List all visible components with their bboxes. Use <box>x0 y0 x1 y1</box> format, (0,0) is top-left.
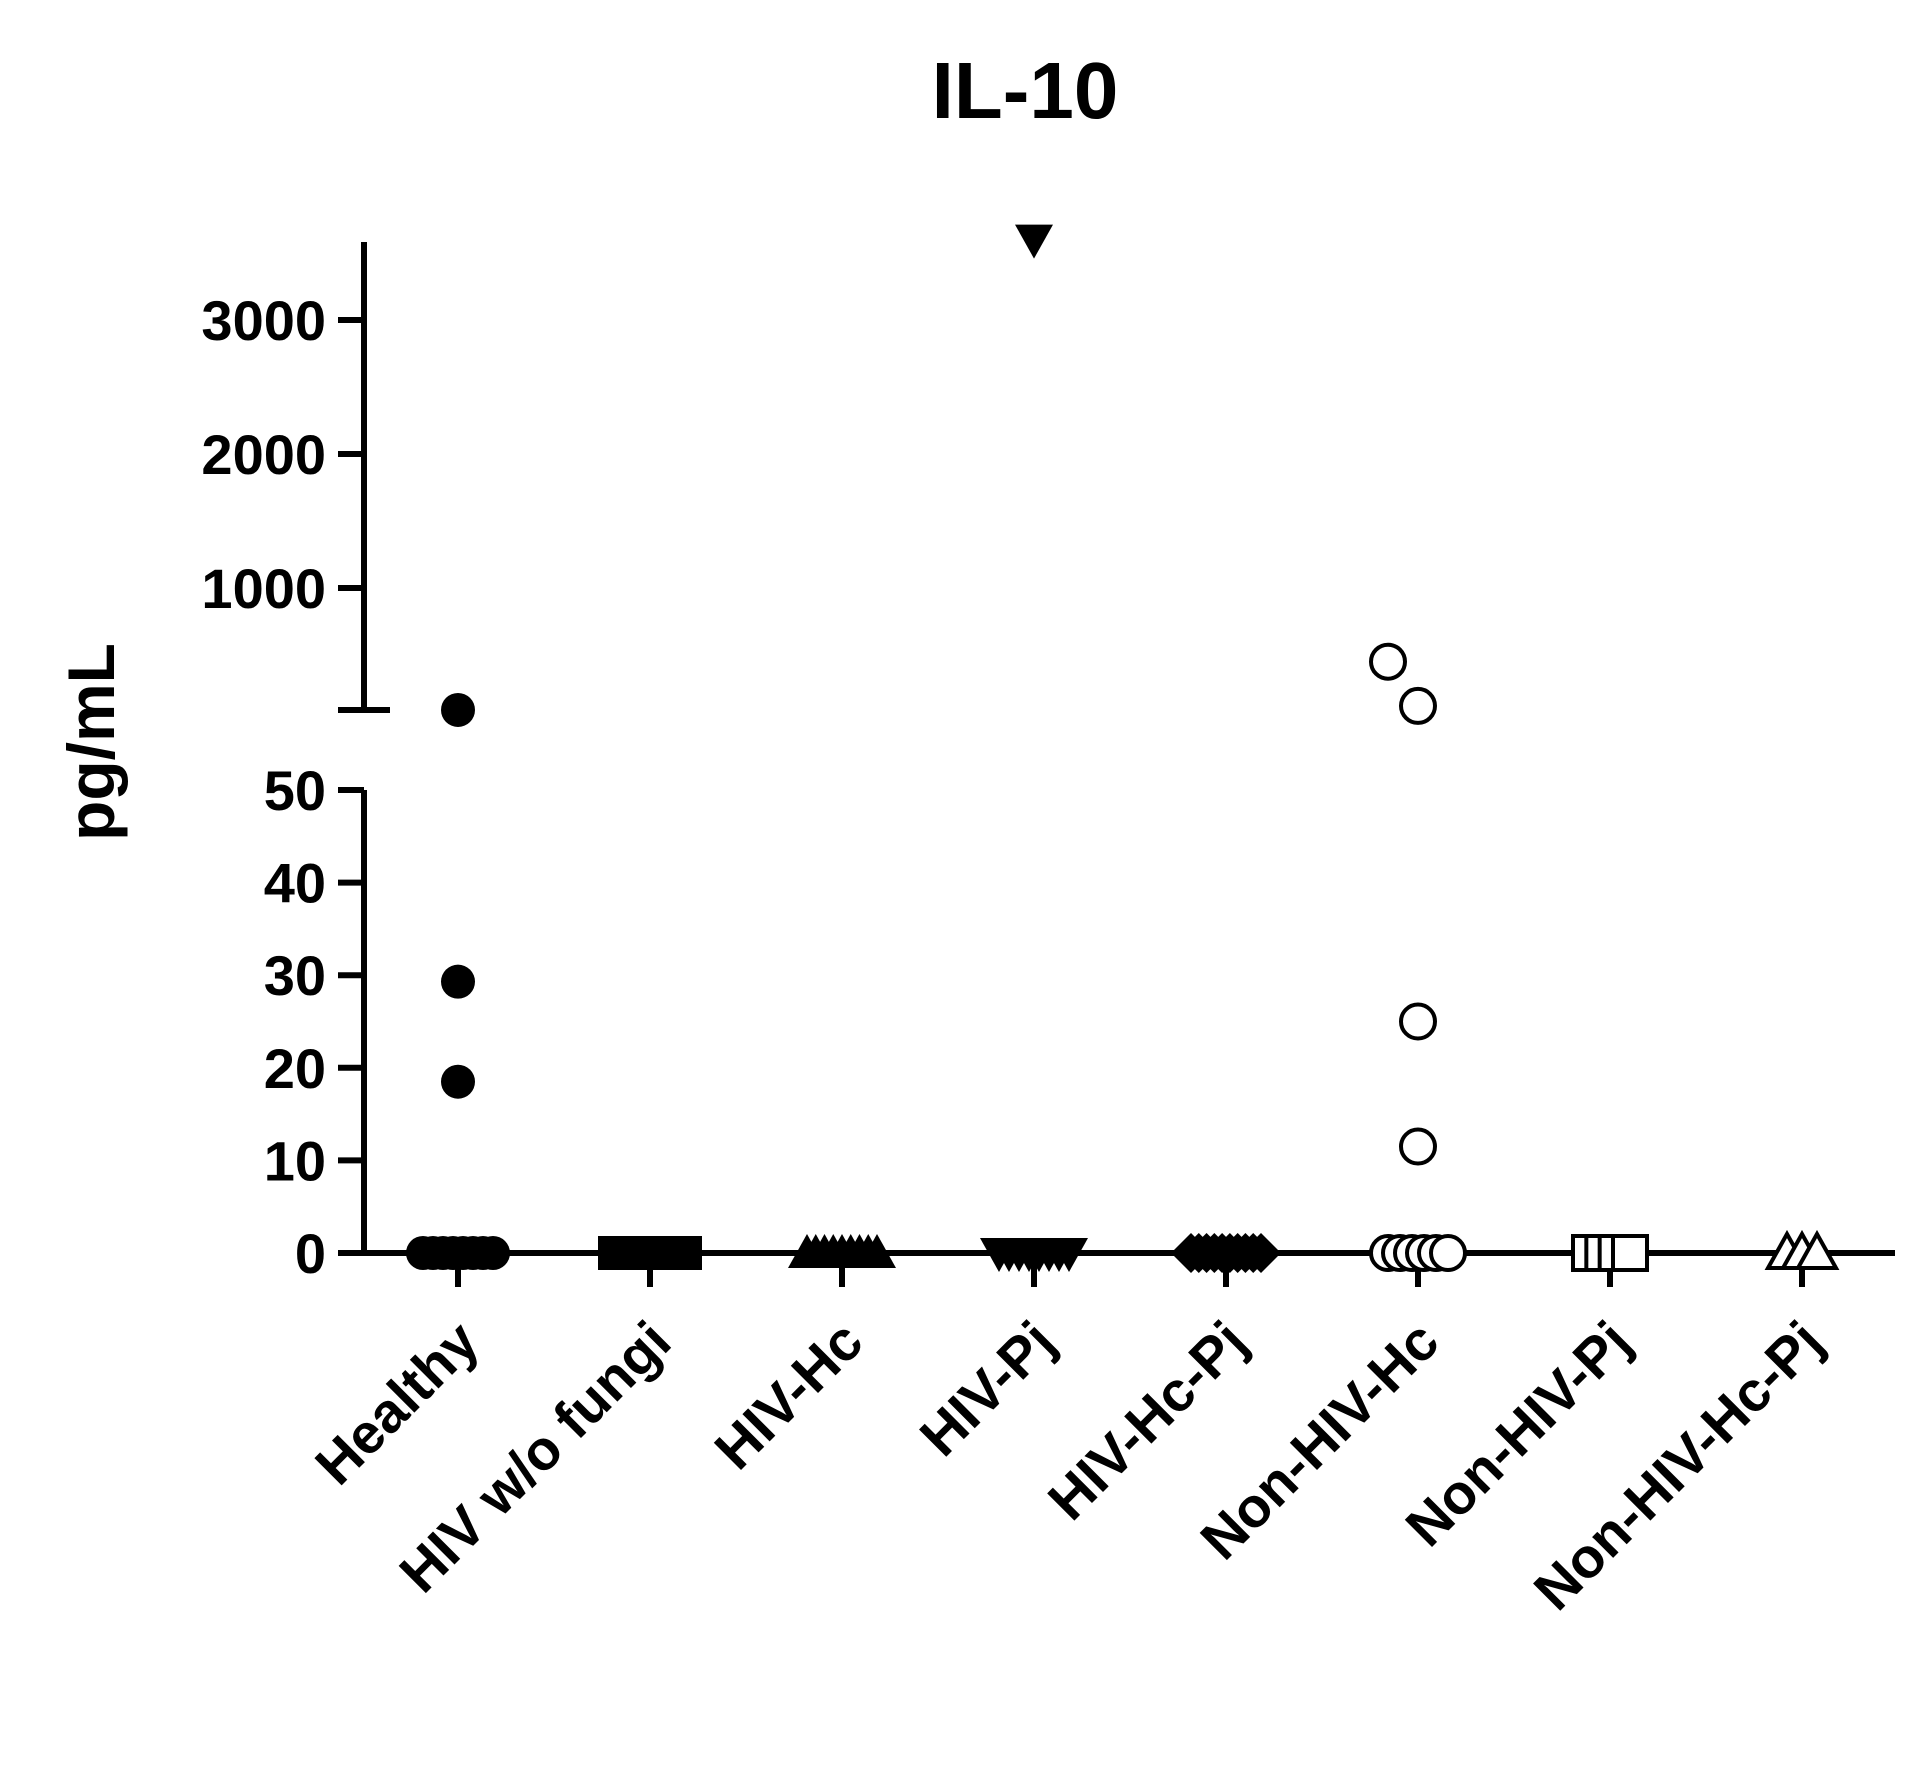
y-tick-labels: 0 10 20 30 40 50 1000 2000 3000 <box>201 289 326 1285</box>
data-point <box>1050 1238 1088 1272</box>
y-tick-label: 3000 <box>201 289 326 352</box>
data-point <box>668 1236 702 1270</box>
y-tick-label: 50 <box>264 759 326 822</box>
data-point <box>1369 642 1407 681</box>
y-tick-label: 10 <box>264 1129 326 1192</box>
data-point <box>1794 1229 1840 1270</box>
x-tick-label: HIV-Hc <box>702 1309 874 1481</box>
y-tick-label: 1000 <box>201 557 326 620</box>
data-point <box>1241 1233 1281 1273</box>
y-axis-label: pg/mL <box>54 643 128 841</box>
axes <box>338 242 1895 1287</box>
data-point <box>1611 1234 1649 1272</box>
data-point <box>1399 1127 1437 1166</box>
y-tick-label: 20 <box>264 1037 326 1100</box>
data-points <box>406 224 1840 1273</box>
data-point <box>858 1234 896 1268</box>
x-tick-label: Healthy <box>303 1309 491 1497</box>
chart-title: IL-10 <box>932 46 1119 135</box>
y-tick-label: 40 <box>264 852 326 915</box>
y-tick-label: 2000 <box>201 423 326 486</box>
data-point <box>441 1064 475 1099</box>
data-point <box>441 964 475 999</box>
data-point <box>1399 1002 1437 1041</box>
data-point <box>441 692 475 727</box>
data-point <box>476 1236 510 1270</box>
y-tick-label: 30 <box>264 944 326 1007</box>
y-tick-label: 0 <box>295 1222 326 1285</box>
x-tick-label: HIV-Pj <box>908 1309 1067 1468</box>
data-point <box>1015 224 1053 259</box>
data-point <box>1399 686 1437 725</box>
data-point <box>1429 1234 1467 1272</box>
